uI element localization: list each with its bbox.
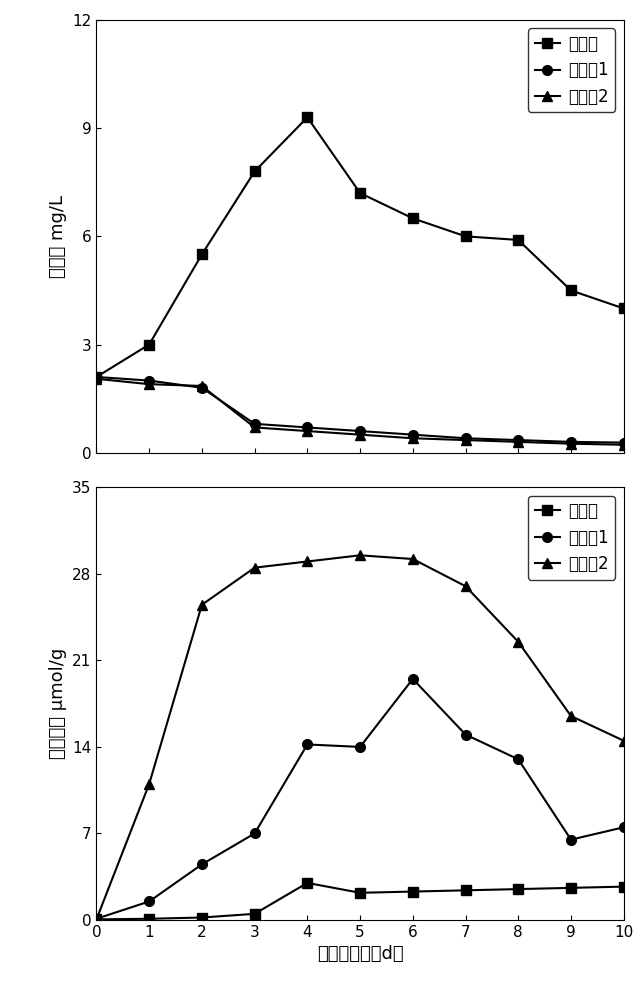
对照例1 <box>514 753 522 765</box>
实施例 <box>198 248 206 260</box>
对照例2 <box>409 553 417 565</box>
Legend: 实施例, 对照例1, 对照例2: 实施例, 对照例1, 对照例2 <box>528 496 615 580</box>
Line: 对照例1: 对照例1 <box>91 372 629 447</box>
对照例2 <box>567 438 575 450</box>
对照例2 <box>356 549 364 561</box>
Line: 实施例: 实施例 <box>91 112 629 382</box>
实施例 <box>303 111 311 123</box>
对照例1 <box>303 421 311 433</box>
对照例1 <box>620 821 628 833</box>
对照例1 <box>251 827 258 839</box>
对照例2 <box>93 913 100 925</box>
Line: 对照例2: 对照例2 <box>91 374 629 450</box>
对照例2 <box>356 429 364 441</box>
实施例 <box>251 908 258 920</box>
实施例 <box>251 165 258 177</box>
对照例1 <box>145 895 153 907</box>
实施例 <box>93 371 100 383</box>
实施例 <box>409 212 417 224</box>
实施例 <box>567 284 575 296</box>
对照例1 <box>462 432 469 444</box>
实施例 <box>462 884 469 896</box>
对照例1 <box>462 729 469 741</box>
实施例 <box>145 913 153 925</box>
对照例2 <box>145 778 153 790</box>
对照例2 <box>93 373 100 385</box>
对照例1 <box>514 434 522 446</box>
对照例2 <box>251 562 258 574</box>
对照例2 <box>620 735 628 747</box>
对照例2 <box>514 436 522 448</box>
实施例 <box>93 913 100 925</box>
对照例1 <box>303 738 311 750</box>
对照例1 <box>356 425 364 437</box>
Line: 对照例1: 对照例1 <box>91 674 629 924</box>
对照例1 <box>145 375 153 387</box>
实施例 <box>303 877 311 889</box>
对照例1 <box>567 834 575 846</box>
对照例1 <box>198 382 206 394</box>
对照例1 <box>356 741 364 753</box>
对照例1 <box>409 673 417 685</box>
对照例1 <box>567 436 575 448</box>
Y-axis label: 乙醇含量 µmol/g: 乙醇含量 µmol/g <box>49 648 67 759</box>
实施例 <box>356 887 364 899</box>
对照例1 <box>409 429 417 441</box>
实施例 <box>514 234 522 246</box>
对照例2 <box>462 434 469 446</box>
实施例 <box>198 912 206 924</box>
对照例2 <box>620 439 628 451</box>
对照例2 <box>409 432 417 444</box>
对照例2 <box>514 636 522 648</box>
实施例 <box>462 230 469 242</box>
实施例 <box>356 187 364 199</box>
对照例2 <box>145 378 153 390</box>
实施例 <box>514 883 522 895</box>
对照例2 <box>303 425 311 437</box>
实施例 <box>145 339 153 351</box>
对照例2 <box>567 710 575 722</box>
实施例 <box>620 881 628 893</box>
X-axis label: 直播后天数（d）: 直播后天数（d） <box>317 945 403 963</box>
对照例1 <box>620 437 628 449</box>
对照例2 <box>303 555 311 567</box>
Legend: 实施例, 对照例1, 对照例2: 实施例, 对照例1, 对照例2 <box>528 28 615 112</box>
Line: 实施例: 实施例 <box>91 878 629 924</box>
对照例2 <box>198 599 206 611</box>
实施例 <box>567 882 575 894</box>
对照例1 <box>198 858 206 870</box>
Y-axis label: 氯含量 mg/L: 氯含量 mg/L <box>49 195 67 278</box>
对照例2 <box>462 580 469 592</box>
实施例 <box>620 302 628 314</box>
对照例1 <box>251 418 258 430</box>
对照例2 <box>251 421 258 433</box>
对照例1 <box>93 371 100 383</box>
对照例1 <box>93 913 100 925</box>
对照例2 <box>198 380 206 392</box>
Line: 对照例2: 对照例2 <box>91 550 629 924</box>
实施例 <box>409 886 417 898</box>
